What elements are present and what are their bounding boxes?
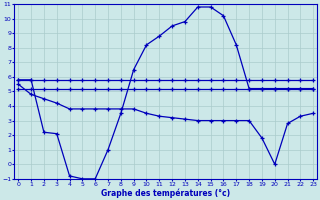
X-axis label: Graphe des températures (°c): Graphe des températures (°c) (101, 188, 230, 198)
